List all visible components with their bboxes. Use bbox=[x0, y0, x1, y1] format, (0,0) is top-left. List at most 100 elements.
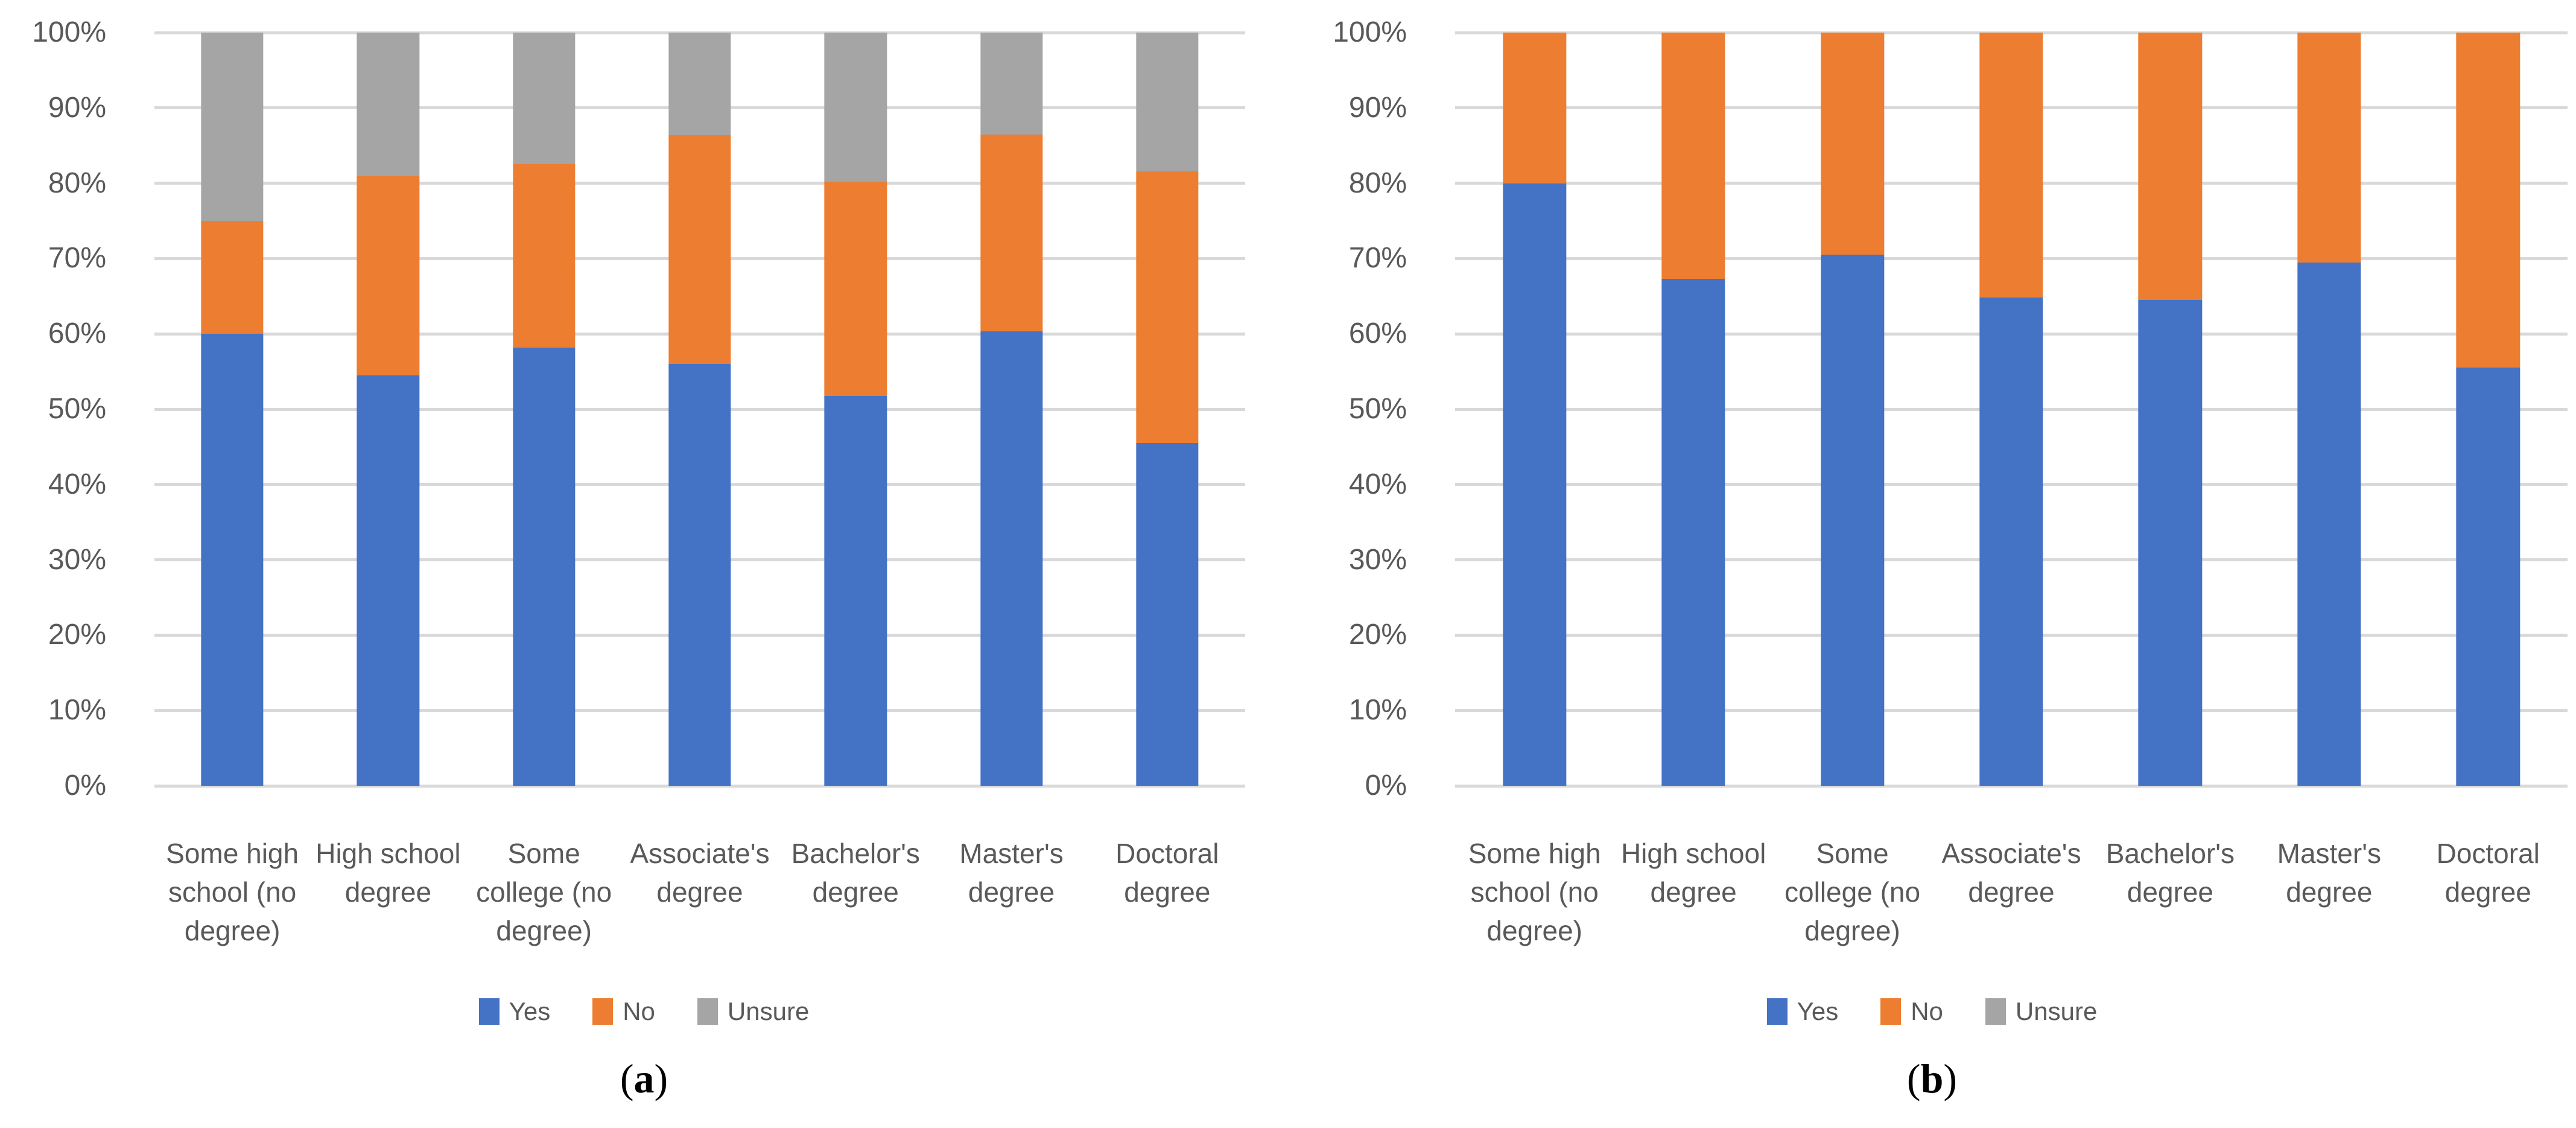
bar-segment-yes bbox=[2456, 368, 2520, 786]
y-tick-label: 0% bbox=[1365, 770, 1407, 801]
y-tick-label: 10% bbox=[48, 694, 106, 727]
legend-item-yes: Yes bbox=[1766, 997, 1839, 1026]
bar-segment-no bbox=[1820, 33, 1885, 255]
bar-segment-no bbox=[824, 182, 887, 396]
bar-segment-no bbox=[2297, 33, 2361, 263]
caption-letter: b bbox=[1920, 1056, 1944, 1101]
y-tick-label: 30% bbox=[48, 543, 106, 576]
stacked-bar bbox=[1979, 33, 2043, 786]
bar-segment-no bbox=[980, 134, 1043, 332]
stacked-bar bbox=[357, 33, 420, 786]
bar-segment-no bbox=[513, 164, 576, 348]
y-tick-label: 50% bbox=[1348, 393, 1407, 425]
bar-segment-no bbox=[201, 221, 264, 334]
stacked-bar bbox=[1820, 33, 1885, 786]
bar-segment-unsure bbox=[1136, 33, 1199, 171]
bar-column bbox=[2091, 33, 2250, 786]
x-category-label: Some college (no degree) bbox=[476, 838, 612, 946]
gridline bbox=[154, 784, 1245, 788]
bar-segment-no bbox=[2138, 33, 2203, 301]
x-category-label: Bachelor's degree bbox=[2105, 838, 2235, 908]
bar-segment-no bbox=[357, 176, 420, 375]
legend: Yes No Unsure bbox=[1288, 997, 2576, 1026]
y-tick-label: 70% bbox=[1348, 242, 1407, 275]
bar-column bbox=[1932, 33, 2090, 786]
legend-label: Yes bbox=[1797, 997, 1839, 1025]
legend-label: Yes bbox=[509, 997, 551, 1025]
bar-segment-yes bbox=[513, 347, 576, 786]
legend-swatch-yes bbox=[1766, 998, 1788, 1025]
x-category-label: Associate's degree bbox=[630, 838, 770, 908]
bar-segment-yes bbox=[357, 375, 420, 786]
bar-column bbox=[1455, 33, 1614, 786]
stacked-bar bbox=[668, 33, 731, 786]
chart-a: 100% 90% 80% 70% 60% 50% 40% 30% 20% 10% 0% Some h… bbox=[0, 16, 1288, 1103]
x-category-label: High school degree bbox=[316, 838, 461, 908]
x-category-label: Doctoral degree bbox=[2436, 838, 2540, 908]
bar-segment-no bbox=[2456, 33, 2520, 368]
bar-segment-yes bbox=[2138, 300, 2203, 786]
bar-segment-unsure bbox=[824, 33, 887, 182]
y-tick-label: 80% bbox=[1348, 167, 1407, 199]
bar-column bbox=[2250, 33, 2408, 786]
legend-swatch-unsure bbox=[697, 998, 718, 1025]
stacked-bar bbox=[2138, 33, 2203, 786]
y-tick-label: 100% bbox=[32, 16, 106, 48]
gridline bbox=[1455, 784, 2568, 788]
stacked-bar bbox=[513, 33, 576, 786]
bar-column bbox=[154, 33, 310, 786]
stacked-bar bbox=[2297, 33, 2361, 786]
x-category-label: Doctoral degree bbox=[1115, 838, 1219, 908]
y-tick-label: 50% bbox=[48, 393, 106, 425]
y-tick-label: 90% bbox=[48, 91, 106, 124]
legend-label: No bbox=[623, 997, 655, 1025]
bar-column bbox=[622, 33, 778, 786]
caption-b: (b) bbox=[1288, 1055, 2576, 1103]
caption-a: (a) bbox=[0, 1055, 1288, 1103]
caption-close-paren: ) bbox=[1943, 1056, 1958, 1101]
chart-b: 100% 90% 80% 70% 60% 50% 40% 30% 20% 10% 0% Some h… bbox=[1288, 0, 2576, 1128]
y-tick-label: 90% bbox=[1348, 91, 1407, 124]
bar-column bbox=[933, 33, 1089, 786]
bars bbox=[1455, 33, 2568, 786]
bar-segment-unsure bbox=[357, 33, 420, 177]
bar-segment-yes bbox=[1820, 255, 1885, 786]
bar-segment-yes bbox=[668, 364, 731, 786]
y-tick-label: 70% bbox=[48, 242, 106, 275]
legend-item-yes: Yes bbox=[478, 997, 551, 1026]
caption-open-paren: ( bbox=[620, 1056, 634, 1101]
legend-item-unsure: Unsure bbox=[697, 997, 809, 1026]
legend: Yes No Unsure bbox=[0, 997, 1288, 1026]
gridline bbox=[154, 31, 1245, 34]
stacked-bar bbox=[1661, 33, 1725, 786]
x-category-label: Associate's degree bbox=[1941, 838, 2081, 908]
y-tick-label: 40% bbox=[48, 468, 106, 500]
bar-column bbox=[778, 33, 933, 786]
stacked-bar bbox=[2456, 33, 2520, 786]
bar-segment-yes bbox=[824, 395, 887, 786]
x-axis: Some high school (no degree) High school … bbox=[154, 834, 1245, 950]
legend-swatch-no bbox=[1880, 998, 1902, 1025]
bar-segment-yes bbox=[201, 334, 264, 786]
y-tick-label: 40% bbox=[1348, 468, 1407, 500]
x-category-label: Some high school (no degree) bbox=[1468, 838, 1601, 946]
legend-item-unsure: Unsure bbox=[1985, 997, 2097, 1026]
bar-segment-unsure bbox=[980, 33, 1043, 135]
x-axis: Some high school (no degree) High school … bbox=[1455, 834, 2568, 950]
y-tick-label: 10% bbox=[1348, 694, 1407, 727]
bar-segment-yes bbox=[1503, 183, 1567, 786]
y-tick-label: 80% bbox=[48, 167, 106, 199]
legend-label: Unsure bbox=[727, 997, 810, 1025]
bar-segment-unsure bbox=[201, 33, 264, 221]
bar-segment-no bbox=[668, 135, 731, 365]
y-tick-label: 20% bbox=[1348, 619, 1407, 651]
x-category-label: Some high school (no degree) bbox=[166, 838, 299, 946]
legend-label: Unsure bbox=[2015, 997, 2098, 1025]
bar-column bbox=[310, 33, 466, 786]
legend-label: No bbox=[1911, 997, 1943, 1025]
y-tick-label: 60% bbox=[48, 317, 106, 350]
x-category-label: Some college (no degree) bbox=[1784, 838, 1921, 946]
y-tick-label: 100% bbox=[1333, 16, 1407, 48]
bar-segment-unsure bbox=[513, 33, 576, 165]
